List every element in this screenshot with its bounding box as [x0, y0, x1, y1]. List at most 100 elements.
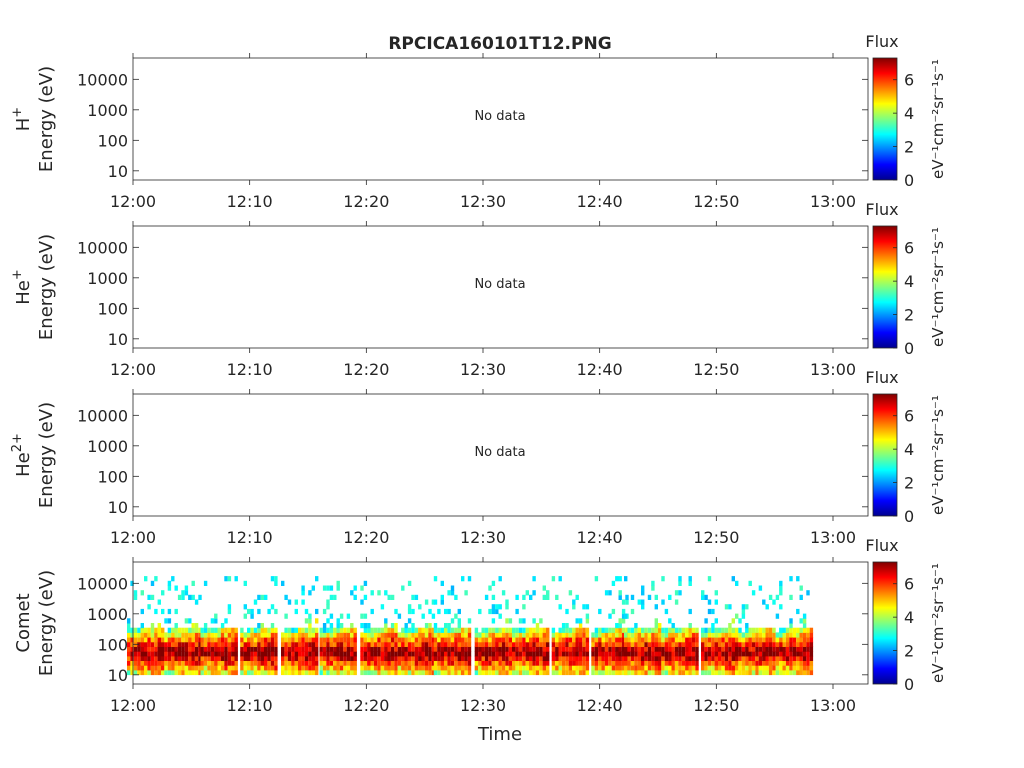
spectrogram-cell — [253, 646, 258, 652]
spectrogram-cell — [594, 660, 599, 666]
spectrogram-cell — [608, 637, 612, 643]
spectrogram-cell — [157, 646, 161, 652]
spectrogram-cell — [641, 585, 645, 591]
spectrogram-cell — [421, 669, 425, 676]
x-tick-label: 12:20 — [343, 528, 389, 547]
spectrogram-cell — [431, 637, 436, 643]
spectrogram-cell — [598, 646, 602, 652]
spectrogram-cell — [264, 660, 268, 666]
spectrogram-cell — [457, 608, 461, 615]
spectrogram-cell — [768, 660, 773, 666]
spectrogram-cell — [488, 627, 492, 633]
spectrogram-cell — [394, 608, 398, 615]
spectrogram-cell — [651, 585, 655, 591]
spectrogram-cell — [418, 637, 422, 643]
spectrogram-cell — [678, 665, 682, 671]
x-tick-label: 13:00 — [810, 528, 856, 547]
spectrogram-cell — [741, 651, 746, 657]
spectrogram-cell — [594, 627, 599, 633]
spectrogram-cell — [539, 627, 543, 633]
spectrogram-cell — [701, 594, 705, 600]
spectrogram-cell — [343, 637, 347, 643]
spectrogram-cell — [498, 604, 502, 610]
spectrogram-cell — [772, 655, 776, 661]
spectrogram-cell — [561, 651, 566, 657]
spectrogram-cell — [555, 637, 559, 643]
x-tick-label: 12:40 — [577, 360, 623, 379]
spectrogram-cell — [217, 641, 221, 647]
spectrogram-cell — [731, 632, 735, 638]
spectrogram-cell — [688, 576, 692, 582]
spectrogram-cell — [154, 646, 158, 652]
spectrogram-cell — [608, 632, 612, 638]
spectrogram-cell — [542, 646, 546, 652]
species-label: He+ — [10, 269, 34, 305]
spectrogram-cell — [294, 651, 298, 657]
spectrogram-cell — [738, 632, 742, 638]
spectrogram-cell — [164, 651, 168, 657]
spectrogram-cell — [384, 618, 388, 624]
spectrogram-cell — [174, 641, 178, 647]
spectrogram-cell — [529, 632, 533, 638]
spectrogram-cell — [247, 669, 251, 676]
spectrogram-cell — [380, 641, 385, 647]
spectrogram-cell — [191, 651, 195, 657]
spectrogram-cell — [144, 655, 148, 661]
spectrogram-cell — [188, 641, 192, 647]
spectrogram-cell — [551, 627, 556, 633]
x-tick-label: 12:30 — [460, 192, 506, 211]
spectrogram-cell — [421, 655, 425, 661]
spectrogram-cell — [333, 646, 337, 652]
colorbar-tick-label: 6 — [904, 407, 914, 426]
spectrogram-cell — [637, 627, 641, 633]
spectrogram-cell — [738, 618, 742, 624]
spectrogram-cell — [611, 608, 616, 615]
spectrogram-cell — [572, 627, 576, 633]
spectrogram-cell — [171, 651, 175, 657]
spectrogram-cell — [621, 637, 626, 643]
spectrogram-cell — [704, 618, 708, 624]
spectrogram-cell — [311, 655, 315, 661]
spectrogram-cell — [207, 660, 211, 666]
spectrogram-cell — [634, 665, 638, 671]
spectrogram-cell — [404, 623, 408, 629]
spectrogram-cell — [718, 627, 722, 633]
spectrogram-cell — [150, 655, 155, 661]
spectrogram-cell — [390, 651, 395, 657]
spectrogram-cell — [714, 665, 718, 671]
spectrogram-cell — [433, 669, 438, 676]
spectrogram-cell — [598, 627, 602, 633]
spectrogram-cell — [194, 641, 199, 647]
spectrogram-cell — [373, 646, 378, 652]
spectrogram-cell — [512, 637, 516, 643]
spectrogram-cell — [644, 660, 648, 666]
spectrogram-cell — [267, 627, 271, 633]
spectrogram-cell — [751, 627, 756, 633]
spectrogram-cell — [217, 646, 221, 652]
spectrogram-cell — [782, 669, 786, 676]
spectrogram-cell — [738, 637, 742, 643]
spectrogram-cell — [624, 613, 628, 619]
spectrogram-cell — [401, 627, 405, 633]
spectrogram-cell — [428, 665, 432, 671]
spectrogram-cell — [414, 632, 419, 638]
spectrogram-cell — [194, 646, 199, 652]
spectrogram-cell — [467, 637, 472, 643]
spectrogram-cell — [711, 627, 715, 633]
spectrogram-cell — [287, 632, 292, 638]
spectrogram-cell — [444, 660, 448, 666]
spectrogram-cell — [738, 669, 742, 676]
spectrogram-cell — [508, 665, 513, 671]
spectrogram-cell — [555, 665, 559, 671]
spectrogram-cell — [414, 669, 419, 676]
spectrogram-cell — [253, 637, 258, 643]
spectrogram-cell — [404, 637, 408, 643]
spectrogram-cell — [377, 651, 381, 657]
spectrogram-cell — [515, 594, 519, 600]
spectrogram-cell — [608, 627, 612, 633]
spectrogram-cell — [525, 641, 529, 647]
spectrogram-cell — [161, 637, 165, 643]
spectrogram-cell — [184, 655, 189, 661]
spectrogram-cell — [433, 665, 438, 671]
spectrogram-cell — [301, 641, 305, 647]
